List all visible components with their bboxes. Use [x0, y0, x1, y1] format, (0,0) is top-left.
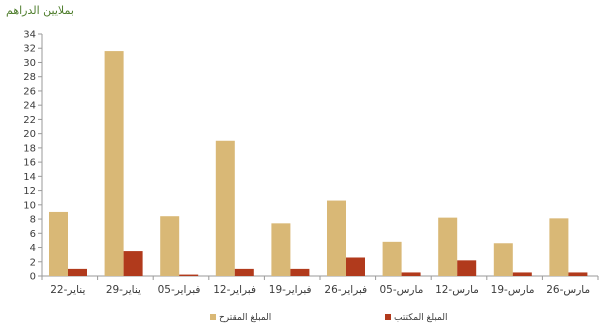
y-tick-label: 16 [23, 158, 36, 169]
bar-subscribed-9 [512, 272, 532, 276]
x-axis: 22-يناير 29-يناير 05-فبراير 12-فبراير 19-فبر… [41, 275, 599, 296]
bar-proposed-2 [104, 51, 124, 276]
x-tick-label: 19-فبراير [269, 284, 312, 296]
bars [49, 51, 588, 276]
bar-proposed-8 [438, 217, 458, 276]
y-tick-label: 6 [30, 229, 36, 240]
x-tick-label: 26-مارس [546, 284, 590, 296]
legend-label-2: المبلغ المكتتب [394, 313, 447, 323]
bar-subscribed-1 [68, 268, 87, 276]
bar-proposed-9 [493, 243, 513, 276]
bar-subscribed-3 [179, 274, 199, 276]
y-tick-label: 8 [30, 215, 36, 226]
y-tick-label: 24 [23, 101, 36, 112]
y-tick-label: 4 [30, 243, 36, 254]
bar-proposed-3 [160, 216, 180, 276]
bar-subscribed-10 [568, 272, 588, 276]
y-tick-label: 2 [30, 257, 36, 268]
bar-subscribed-8 [457, 260, 477, 276]
bar-subscribed-4 [234, 268, 254, 276]
bar-proposed-6 [327, 200, 346, 276]
bar-subscribed-5 [290, 268, 310, 276]
legend-swatch-2 [385, 314, 391, 320]
y-tick-label: 14 [23, 172, 36, 183]
y-tick-label: 10 [23, 200, 36, 211]
y-tick-label: 32 [23, 44, 36, 55]
y-unit-label: بملايين الدراهم [6, 4, 74, 17]
legend-swatch-1 [210, 314, 216, 320]
x-tick-label: 22-يناير [50, 284, 85, 296]
x-tick-label: 12-مارس [435, 284, 479, 296]
y-tick-label: 0 [30, 272, 36, 283]
x-tick-label: 26-فبراير [324, 284, 367, 296]
bar-proposed-7 [382, 241, 402, 276]
y-tick-label: 28 [23, 72, 36, 83]
x-tick-label: 05-مارس [379, 284, 423, 296]
x-tick-label: 05-فبراير [158, 284, 201, 296]
bar-subscribed-6 [346, 257, 365, 276]
bar-proposed-5 [271, 223, 291, 276]
y-tick-label: 30 [23, 58, 36, 69]
x-tick-label: 12-فبراير [213, 284, 256, 296]
bar-subscribed-7 [401, 272, 421, 276]
legend: المبلغ المقترح المبلغ المكتتب [210, 313, 447, 323]
x-tick-label: 29-يناير [106, 284, 141, 296]
y-tick-label: 34 [23, 30, 36, 41]
bar-proposed-4 [215, 140, 235, 276]
y-tick-label: 22 [23, 115, 36, 126]
y-tick-label: 20 [23, 129, 36, 140]
legend-label-1: المبلغ المقترح [219, 313, 271, 323]
bar-proposed-10 [549, 218, 569, 276]
bar-subscribed-2 [123, 251, 143, 276]
y-tick-label: 18 [23, 143, 36, 154]
y-tick-label: 12 [23, 186, 36, 197]
x-tick-label: 19-مارس [491, 284, 535, 296]
y-tick-label: 26 [23, 86, 36, 97]
bar-proposed-1 [49, 211, 68, 276]
